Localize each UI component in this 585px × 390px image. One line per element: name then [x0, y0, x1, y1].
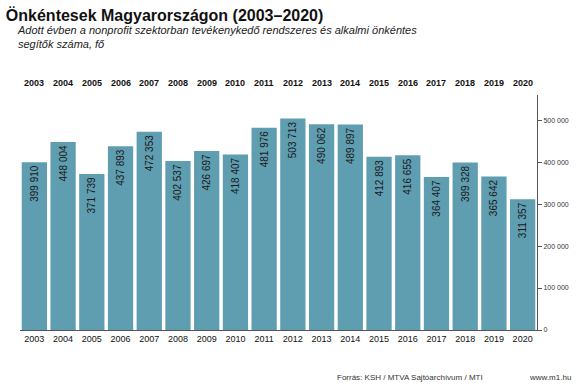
svg-text:2007: 2007 — [139, 334, 159, 344]
svg-text:399 328: 399 328 — [460, 165, 471, 202]
svg-text:2013: 2013 — [312, 334, 332, 344]
svg-text:2013: 2013 — [312, 78, 332, 88]
svg-text:200 000: 200 000 — [543, 243, 568, 250]
svg-text:2006: 2006 — [111, 334, 131, 344]
svg-text:2015: 2015 — [369, 334, 389, 344]
svg-text:2004: 2004 — [53, 334, 73, 344]
svg-text:2003: 2003 — [24, 78, 44, 88]
svg-text:2019: 2019 — [484, 334, 504, 344]
svg-text:2010: 2010 — [225, 334, 245, 344]
svg-text:399 910: 399 910 — [29, 165, 40, 202]
svg-text:2014: 2014 — [340, 334, 360, 344]
svg-text:2018: 2018 — [455, 334, 475, 344]
svg-text:364 407: 364 407 — [431, 180, 442, 217]
svg-text:500 000: 500 000 — [543, 117, 568, 124]
svg-text:2015: 2015 — [369, 78, 389, 88]
svg-text:2005: 2005 — [82, 78, 102, 88]
svg-text:365 642: 365 642 — [488, 180, 499, 217]
svg-text:402 537: 402 537 — [172, 164, 183, 201]
svg-text:412 893: 412 893 — [374, 160, 385, 197]
svg-text:2009: 2009 — [197, 78, 217, 88]
svg-text:400 000: 400 000 — [543, 159, 568, 166]
svg-text:481 976: 481 976 — [259, 131, 270, 168]
svg-text:2020: 2020 — [513, 78, 533, 88]
svg-text:2011: 2011 — [254, 78, 274, 88]
svg-text:Forrás: KSH / MTVA Sajtóarchív: Forrás: KSH / MTVA Sajtóarchívum / MTI — [337, 373, 483, 382]
svg-text:2016: 2016 — [398, 78, 418, 88]
svg-text:2012: 2012 — [283, 334, 303, 344]
svg-text:503 713: 503 713 — [287, 122, 298, 159]
svg-text:2018: 2018 — [455, 78, 475, 88]
svg-text:2008: 2008 — [168, 78, 188, 88]
svg-text:490 062: 490 062 — [316, 127, 327, 164]
svg-text:311 357: 311 357 — [517, 202, 528, 238]
svg-text:426 697: 426 697 — [201, 154, 212, 191]
svg-text:Önkéntesek Magyarországon (200: Önkéntesek Magyarországon (2003–2020) — [6, 6, 323, 24]
svg-text:2020: 2020 — [513, 334, 533, 344]
svg-text:2016: 2016 — [398, 334, 418, 344]
svg-text:2004: 2004 — [53, 78, 73, 88]
svg-text:2019: 2019 — [484, 78, 504, 88]
svg-text:0: 0 — [543, 326, 547, 333]
svg-text:www.m1.hu: www.m1.hu — [529, 373, 571, 382]
svg-text:416 655: 416 655 — [402, 158, 413, 195]
svg-text:448 004: 448 004 — [58, 145, 69, 182]
svg-text:2014: 2014 — [340, 78, 360, 88]
svg-text:2017: 2017 — [426, 334, 446, 344]
svg-text:2009: 2009 — [197, 334, 217, 344]
svg-text:2017: 2017 — [426, 78, 446, 88]
svg-text:2003: 2003 — [24, 334, 44, 344]
svg-text:2011: 2011 — [254, 334, 273, 344]
svg-text:472 353: 472 353 — [144, 135, 155, 172]
svg-text:Adott évben a nonprofit szekto: Adott évben a nonprofit szektorban tevék… — [17, 24, 417, 50]
svg-text:2006: 2006 — [111, 78, 131, 88]
svg-text:2007: 2007 — [139, 78, 159, 88]
svg-text:300 000: 300 000 — [543, 201, 568, 208]
svg-text:100 000: 100 000 — [543, 284, 568, 291]
svg-text:437 893: 437 893 — [115, 149, 126, 186]
svg-text:418 407: 418 407 — [230, 157, 241, 194]
svg-text:2010: 2010 — [225, 78, 245, 88]
svg-text:2012: 2012 — [283, 78, 303, 88]
svg-text:371 739: 371 739 — [86, 177, 97, 214]
svg-text:489 897: 489 897 — [345, 127, 356, 164]
svg-text:2005: 2005 — [82, 334, 102, 344]
svg-text:2008: 2008 — [168, 334, 188, 344]
